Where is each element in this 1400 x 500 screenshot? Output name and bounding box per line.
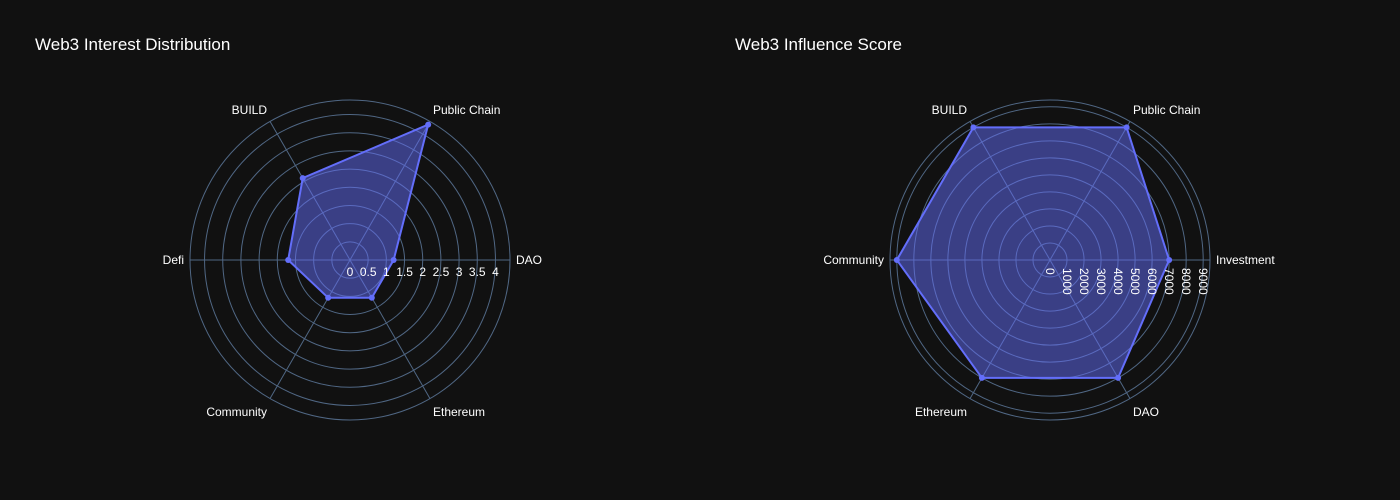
data-point[interactable] [1115,374,1122,381]
radial-tick-label: 7000 [1162,268,1176,295]
radar-chart-interest: Web3 Interest Distribution 0 0.5 1 1.5 2 2.5 3… [35,35,542,421]
radial-tick-label: 1.5 [396,265,413,279]
radial-tick-label: 6000 [1145,268,1159,295]
radial-tick-label: 3 [456,265,463,279]
data-point[interactable] [893,257,900,263]
category-label: Ethereum [433,405,485,419]
data-point[interactable] [425,121,432,128]
radial-tick-label: 9000 [1196,268,1210,295]
radial-tick-label: 2.5 [433,265,450,279]
category-label: Ethereum [915,405,967,419]
data-point[interactable] [1123,124,1130,131]
radial-tick-label: 4000 [1111,268,1125,295]
radial-tick-label: 5000 [1128,268,1142,295]
radial-tick-label: 1 [383,265,390,279]
data-point[interactable] [285,257,292,263]
data-point[interactable] [390,257,397,263]
radial-tick-label: 3000 [1094,268,1108,295]
data-point[interactable] [299,175,306,182]
radial-tick-label: 1000 [1060,268,1074,295]
category-label: BUILD [932,103,968,117]
chart-title: Web3 Influence Score [735,35,902,54]
data-point[interactable] [970,124,977,131]
radar-chart-influence: Web3 Influence Score 0 1000 2000 3000 4000 50… [735,35,1275,421]
category-label: Community [206,405,267,419]
data-point[interactable] [368,294,375,301]
radial-tick-label: 4 [492,265,499,279]
radial-tick-label: 0 [347,265,354,279]
radial-tick-label: 0 [1043,268,1057,275]
category-label: Public Chain [433,103,500,117]
category-label: Defi [163,253,184,267]
category-label: DAO [516,253,542,267]
category-label: Public Chain [1133,103,1200,117]
category-label: Investment [1216,253,1275,267]
series-area [895,126,1171,379]
data-point[interactable] [1166,257,1173,263]
data-point[interactable] [978,374,985,381]
radial-tick-label: 2000 [1077,268,1091,295]
category-label: BUILD [232,103,268,117]
radial-tick-label: 3.5 [469,265,486,279]
category-label: DAO [1133,405,1159,419]
radial-tick-label: 2 [419,265,426,279]
chart-title: Web3 Interest Distribution [35,35,230,54]
radial-tick-label: 8000 [1179,268,1193,295]
radial-tick-label: 0.5 [360,265,377,279]
data-point[interactable] [325,294,332,301]
category-label: Community [823,253,884,267]
